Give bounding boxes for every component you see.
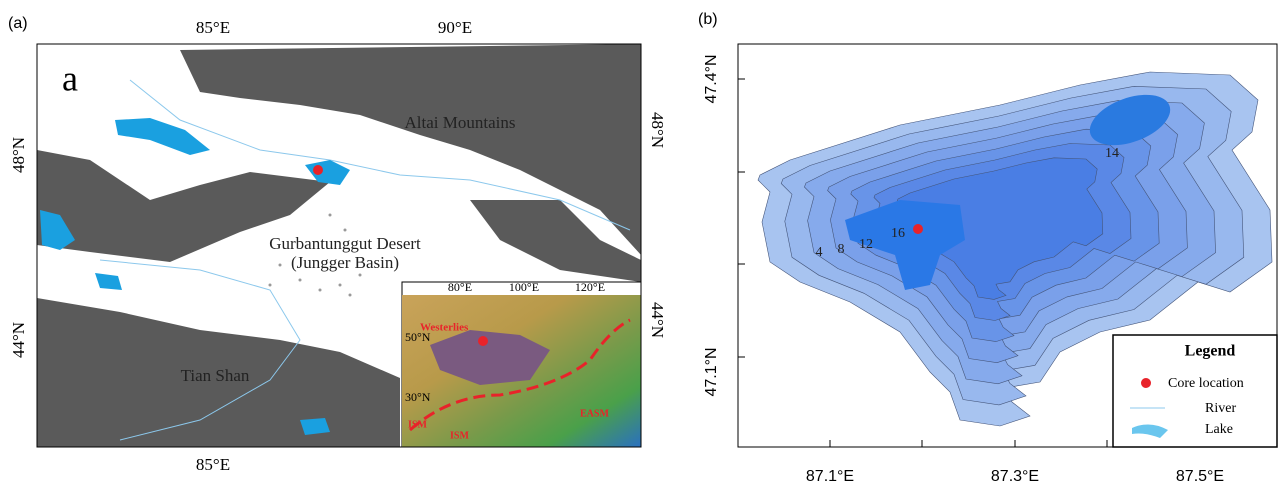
- contour-label: 16: [891, 226, 905, 241]
- lat-label: 44°N: [648, 302, 667, 338]
- inset-lon: 120°E: [575, 280, 605, 294]
- lon-label: 85°E: [196, 455, 230, 474]
- desert: [268, 213, 362, 297]
- contour-label: 14: [1105, 146, 1119, 161]
- inset-lon: 100°E: [509, 280, 539, 294]
- lon-label: 87.1°E: [806, 468, 854, 485]
- region-label: (Jungger Basin): [291, 253, 399, 272]
- lat-label: 47.4°N: [703, 54, 720, 103]
- inset-label: ISM: [408, 419, 427, 430]
- bathymetry: [757, 71, 1273, 427]
- contour-label: 4: [816, 245, 823, 260]
- lon-label: 87.5°E: [1176, 468, 1224, 485]
- land: [180, 44, 641, 255]
- lon-label: 85°E: [196, 18, 230, 37]
- map-a: a Altai Mountains Gurbantunggut Desert (…: [37, 44, 641, 447]
- lake: [95, 273, 122, 290]
- inset-label: ISM: [450, 430, 469, 441]
- land: [37, 298, 400, 447]
- panel-tag: (a): [8, 15, 28, 32]
- monsoon-boundary: [409, 318, 631, 432]
- contour-label: 12: [859, 237, 873, 252]
- inset-label: EASM: [580, 408, 609, 419]
- region-label: Altai Mountains: [405, 113, 516, 132]
- legend: Legend Core location River Lake: [1112, 334, 1278, 448]
- lat-label: 44°N: [9, 322, 28, 358]
- land: [470, 200, 641, 282]
- inset-lat: 30°N: [405, 390, 431, 404]
- lat-label: 48°N: [9, 137, 28, 173]
- core-location: [478, 336, 488, 346]
- legend-entry: River: [1205, 401, 1236, 416]
- river: [129, 79, 631, 231]
- region-label: Gurbantunggut Desert: [269, 234, 421, 253]
- frame: [36, 43, 642, 448]
- legend-title: Legend: [1185, 343, 1236, 360]
- panel-letter: a: [62, 58, 78, 98]
- lat-label: 47.1°N: [703, 347, 720, 396]
- lon-label: 87.3°E: [991, 468, 1039, 485]
- river: [99, 259, 301, 441]
- depth-zone: [845, 200, 965, 290]
- inset-lon: 80°E: [448, 280, 472, 294]
- core-location: [313, 165, 323, 175]
- lake: [300, 418, 330, 435]
- lon-label: 90°E: [438, 18, 472, 37]
- depth-zone: [1089, 94, 1171, 146]
- lake: [40, 210, 75, 250]
- region-label: Tian Shan: [181, 366, 250, 385]
- lat-label: 48°N: [648, 112, 667, 148]
- legend-entry: Core location: [1168, 376, 1244, 391]
- inset-lat: 50°N: [405, 330, 431, 344]
- core-location: [913, 224, 923, 234]
- lake: [115, 118, 210, 155]
- panel-tag: (b): [698, 11, 718, 28]
- land: [37, 150, 330, 262]
- contour-label: 8: [838, 242, 845, 257]
- legend-entry: Lake: [1205, 422, 1233, 437]
- inset-label: Westerlies: [420, 322, 469, 334]
- plateau: [430, 330, 550, 385]
